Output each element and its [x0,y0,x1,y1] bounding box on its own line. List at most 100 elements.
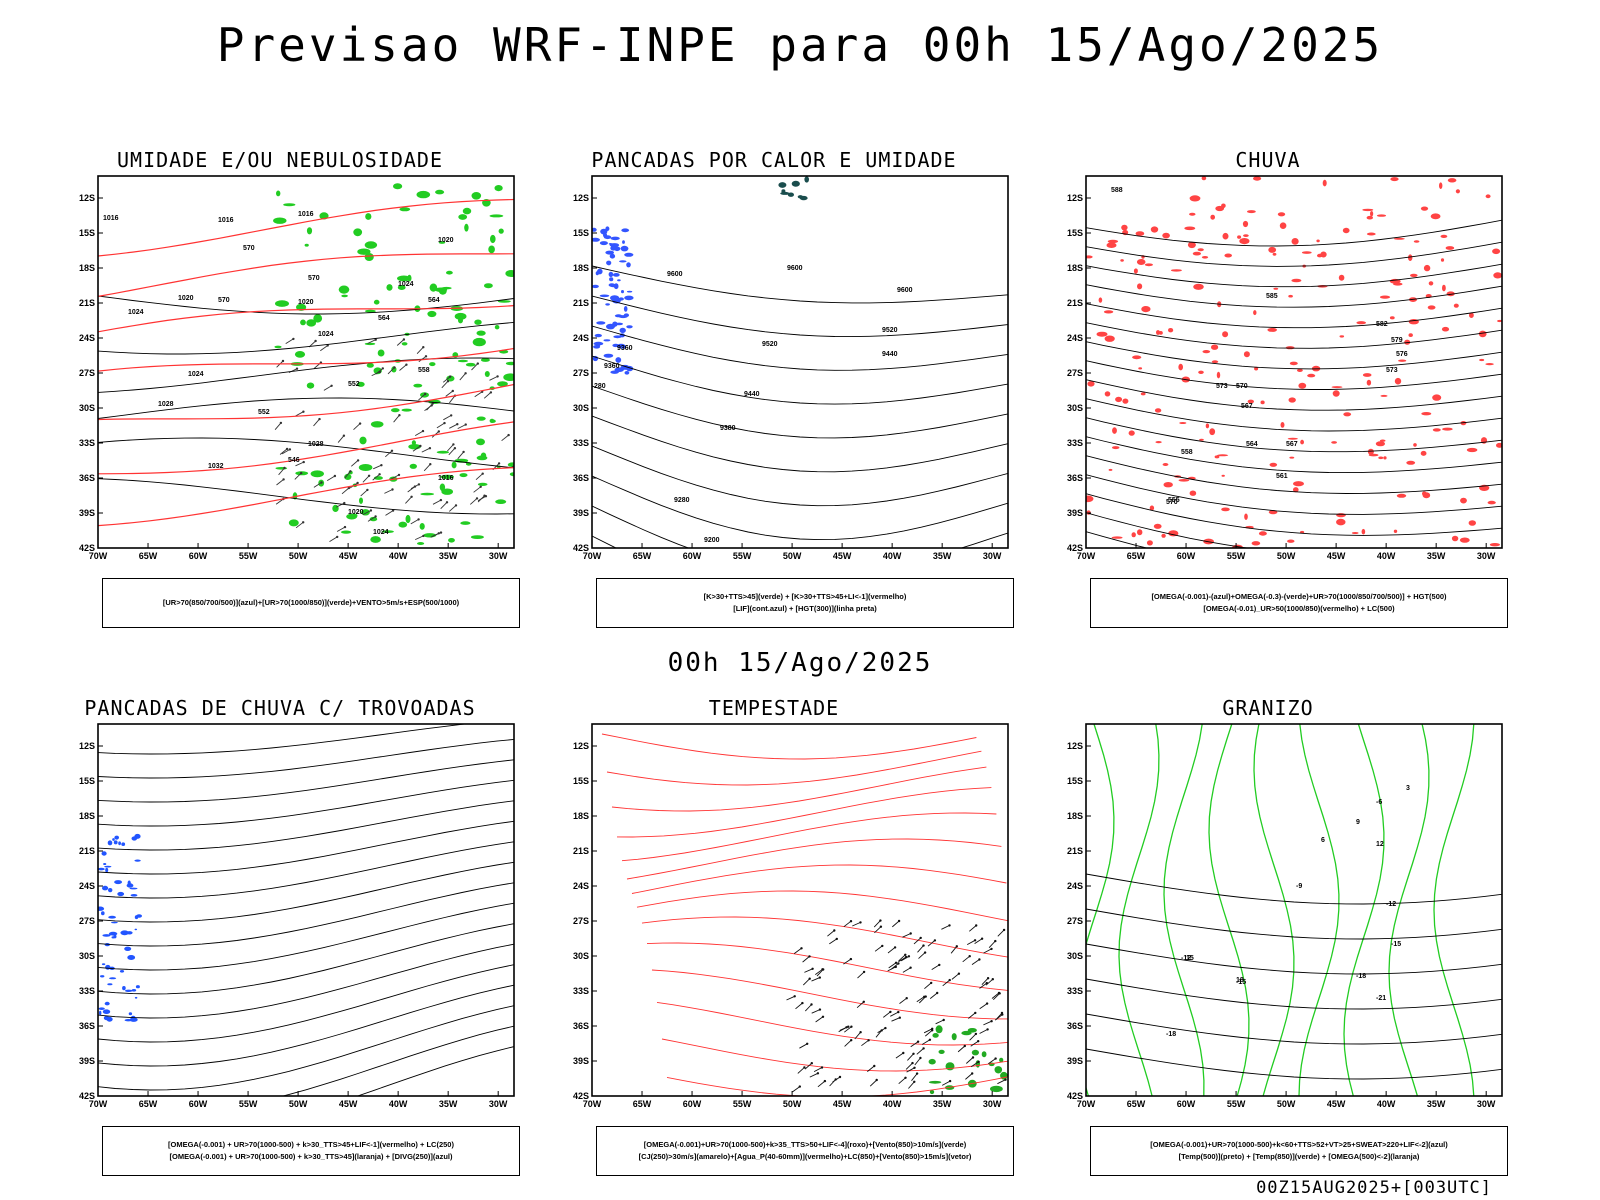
wind-vector-head [922,1047,925,1050]
map-frame [591,723,1009,1097]
wind-vector [385,510,394,516]
wind-vector-head [978,958,981,961]
rain-area [1338,274,1345,281]
divergence-area [104,1001,110,1006]
rain-area [1209,428,1216,436]
wind-vector-head [948,1079,952,1083]
rain-area [1489,543,1500,547]
legend-line: [Temp(500)](preto) + [Temp(850)](verde) … [1178,1152,1420,1161]
lat-label: 39S [79,508,95,518]
rain-area [1432,394,1442,401]
lat-label: 15S [1067,228,1083,238]
contour-label: 1020 [178,295,194,302]
wind-vector-head [850,1039,853,1042]
rain-area [1222,232,1229,240]
wind-vector [979,1003,988,1010]
t500-contour [1086,978,1502,1010]
geopotential-contour [1086,219,1502,247]
wind-vector [979,1028,988,1034]
divergence-area [124,946,132,951]
wind-vector [935,1019,944,1025]
wind-vector [957,1045,966,1053]
wind-vector-head [820,1066,824,1069]
geopotential-contour [1086,417,1502,453]
rain-area [1291,238,1299,245]
humidity-area [497,381,508,387]
wind-vector [396,339,405,346]
lon-label: 30W [489,551,508,561]
humidity-area [494,325,500,330]
wind-vector [474,391,483,398]
wind-vector [295,521,304,529]
pressure-contour [98,295,514,315]
legend-box: [K>30+TTS>45](verde) + [K>30+TTS>45+LI<-… [596,578,1014,628]
humidity-area [470,535,484,539]
instability-area [593,341,604,346]
rain-area [1468,520,1476,526]
wind-vector-head [823,1079,827,1083]
contour-label: 564 [1246,441,1258,448]
wind-vector-head [862,970,866,974]
wind-vector-head [464,372,467,375]
contour-label: 558 [1181,449,1193,456]
humidity-area [458,214,468,220]
thickness-contour [98,421,514,475]
wind-vector [275,498,284,505]
rain-area [1485,363,1494,366]
wind-vector-head [481,472,484,475]
streamline [98,984,514,1067]
rain-area [1287,539,1295,543]
streamline [646,942,1008,991]
wind-vector-head [288,448,292,451]
lat-label: 18S [1067,811,1083,821]
wind-vector-head [994,1057,997,1060]
wind-vector [891,1017,900,1022]
divergence-area [103,863,107,865]
lon-label: 45W [833,551,852,561]
lon-label: 40W [389,551,408,561]
wind-vector-head [912,1052,915,1055]
legend-line: [OMEGA(-0.001)+UR>70(1000-500)+k<60+TTS>… [1150,1140,1448,1149]
wind-vector-head [356,481,359,485]
height-contour [592,295,1008,338]
wind-vector-head [279,421,283,425]
wind-vector-head [811,967,814,970]
wind-vector [923,1028,933,1034]
lat-label: 39S [1067,1056,1083,1066]
instability-area [623,306,628,312]
wind-area [935,1025,943,1034]
rain-area [1366,215,1373,220]
wind-vector-head [381,367,384,370]
divergence-area [108,888,113,893]
rain-area [1189,490,1197,496]
wind-vector-head [894,961,898,964]
contour-label: 555 [1168,497,1180,504]
wind-vector [916,996,925,1003]
divergence-area [106,1016,113,1022]
rain-area [1396,493,1407,498]
instability-area [620,245,629,252]
contour-label: 280 [594,383,606,390]
rain-area [1192,251,1201,256]
map-layers: 1016 1016 1016 1020 1020 1020 1024 1024 1024 1024… [98,183,514,545]
instability-area [626,325,633,329]
wind-vector [969,925,977,932]
instability-area [608,271,614,277]
wind-vector [921,1039,931,1045]
lat-label: 36S [573,473,589,483]
rain-area [1393,282,1403,286]
rain-area [1445,246,1455,250]
wind-vector [869,1079,878,1087]
rain-area [1331,441,1337,444]
wind-vector [857,971,865,979]
lat-label: 24S [573,881,589,891]
humidity-area [464,223,469,232]
lon-label: 45W [339,1099,358,1109]
wind-vector-head [452,443,455,446]
wind-vector [829,938,838,945]
lon-label: 65W [633,1099,652,1109]
lat-label: 36S [79,473,95,483]
thickness-contour [98,305,514,333]
lat-label: 27S [79,368,95,378]
lat-label: 21S [79,298,95,308]
